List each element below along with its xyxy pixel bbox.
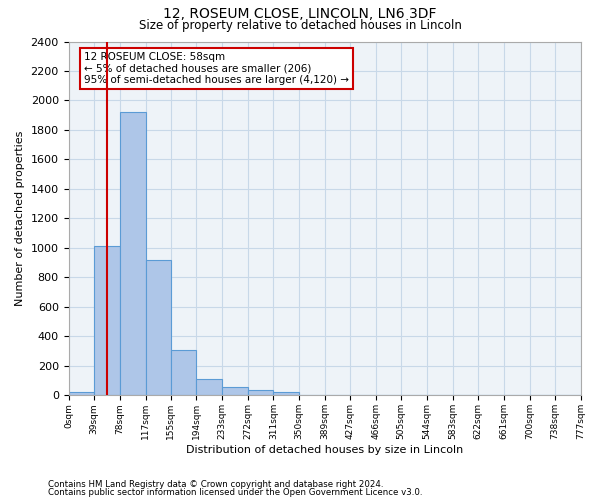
- Bar: [248, 390, 274, 396]
- Bar: [120, 112, 146, 396]
- Text: Contains HM Land Registry data © Crown copyright and database right 2024.: Contains HM Land Registry data © Crown c…: [48, 480, 383, 489]
- X-axis label: Distribution of detached houses by size in Lincoln: Distribution of detached houses by size …: [186, 445, 463, 455]
- Text: 12 ROSEUM CLOSE: 58sqm
← 5% of detached houses are smaller (206)
95% of semi-det: 12 ROSEUM CLOSE: 58sqm ← 5% of detached …: [84, 52, 349, 86]
- Text: Contains public sector information licensed under the Open Government Licence v3: Contains public sector information licen…: [48, 488, 422, 497]
- Bar: [274, 392, 299, 396]
- Bar: [222, 388, 248, 396]
- Bar: [146, 260, 170, 396]
- Bar: [68, 392, 94, 396]
- Bar: [170, 350, 196, 396]
- Text: Size of property relative to detached houses in Lincoln: Size of property relative to detached ho…: [139, 19, 461, 32]
- Y-axis label: Number of detached properties: Number of detached properties: [15, 131, 25, 306]
- Bar: [94, 246, 120, 396]
- Bar: [196, 379, 222, 396]
- Text: 12, ROSEUM CLOSE, LINCOLN, LN6 3DF: 12, ROSEUM CLOSE, LINCOLN, LN6 3DF: [163, 8, 437, 22]
